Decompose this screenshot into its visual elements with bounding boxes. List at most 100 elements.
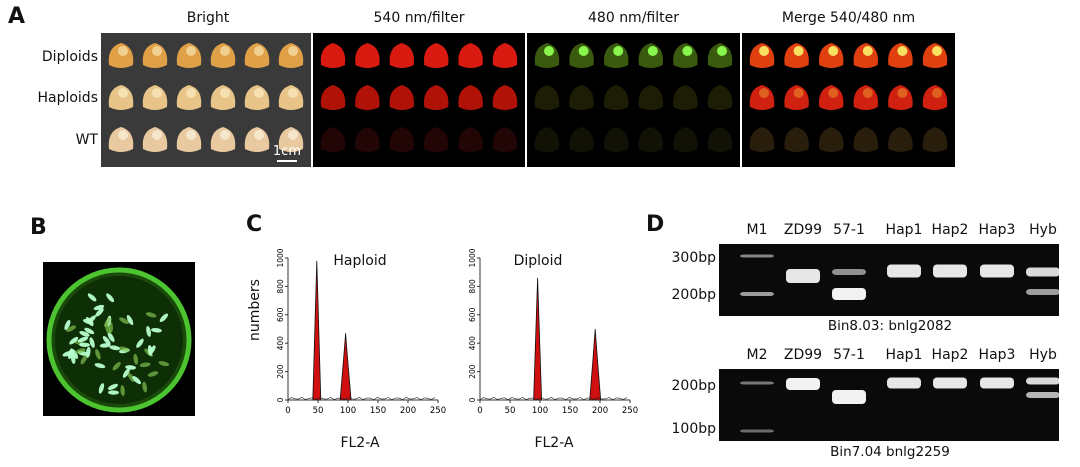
x-tick-label: 150 [562, 406, 578, 416]
panel-a-title-480: 480 nm/filter [588, 10, 679, 26]
seed [136, 338, 144, 348]
gel-band [740, 292, 774, 296]
seed [99, 343, 111, 348]
x-tick-label: 50 [313, 406, 324, 416]
gel-band [1026, 392, 1059, 398]
seed [109, 345, 121, 351]
gel-band [832, 269, 866, 275]
gel-lane-label: Hap3 [978, 347, 1016, 363]
kernel [278, 43, 304, 68]
kernel [355, 127, 380, 152]
histogram-peak [339, 333, 352, 401]
kernel [673, 85, 698, 110]
kernel [458, 127, 483, 152]
y-tick-label: 1000 [276, 248, 285, 267]
seed [151, 327, 162, 333]
kernel [458, 85, 483, 110]
seed [139, 362, 151, 368]
kernel [534, 43, 560, 68]
kernel [458, 43, 483, 68]
chart-title-haploid: Haploid [333, 253, 387, 269]
gel-band [887, 264, 921, 278]
kernel [423, 85, 449, 110]
seed [107, 390, 119, 395]
seed [158, 361, 170, 367]
gel-lane-label: Hyb [1029, 347, 1057, 363]
kernel [244, 43, 270, 68]
gel-lane-label: Hap1 [885, 347, 923, 363]
kernel [603, 43, 629, 68]
kernel [492, 127, 518, 152]
seed [122, 368, 130, 378]
seed [62, 350, 73, 357]
seed [89, 337, 95, 348]
seed [69, 336, 79, 345]
kernel [707, 127, 733, 152]
kernel [784, 127, 809, 152]
kernel [210, 127, 236, 152]
seed [87, 293, 97, 302]
panel-label-b: B [30, 215, 47, 240]
kernel [423, 127, 449, 152]
row-label-diploids: Diploids [41, 49, 98, 65]
kernel [355, 43, 380, 68]
kernel [142, 85, 168, 110]
kernel [749, 127, 775, 152]
seed [104, 317, 111, 327]
kernel [108, 85, 134, 110]
x-tick-label: 50 [505, 406, 516, 416]
kernel [749, 43, 775, 68]
y-tick-label: 600 [276, 307, 285, 322]
seed [125, 365, 137, 370]
gel-lane-label: M2 [746, 347, 768, 363]
seed [64, 319, 71, 331]
kernel [210, 43, 236, 68]
seed [146, 326, 151, 337]
kernel [603, 127, 629, 152]
seed [120, 385, 125, 397]
gel2-caption: Bin7.04 bnlg2259 [830, 444, 950, 460]
gel2-image [719, 369, 1059, 441]
kernel [784, 43, 809, 68]
y-tick-label: 0 [276, 397, 285, 402]
y-tick-label: 400 [276, 336, 285, 351]
kernel [244, 85, 270, 110]
kernel [673, 43, 698, 68]
petri-dish-image [43, 262, 195, 416]
y-tick-label: 800 [276, 279, 285, 294]
x-tick-label: 250 [622, 406, 638, 416]
kernel [389, 85, 415, 110]
x-tick-label: 100 [340, 406, 356, 416]
seed [107, 383, 119, 390]
histogram-peak [533, 277, 543, 401]
seed [119, 317, 129, 325]
gel-lane-label: Hap2 [931, 222, 969, 238]
seed [75, 348, 86, 354]
seed [82, 318, 94, 325]
seed [145, 312, 157, 318]
histogram-baseline [479, 396, 628, 401]
kernel [569, 85, 594, 110]
kernel [922, 85, 948, 110]
seed [93, 304, 105, 311]
gel-lane-label: 57-1 [833, 222, 865, 238]
x-tick-label: 200 [400, 406, 416, 416]
gel-band [786, 269, 820, 283]
y-tick-label: 400 [468, 336, 477, 351]
gel-band [832, 390, 866, 404]
panel-label-d: D [646, 212, 665, 237]
gel-band [980, 264, 1014, 278]
seed [147, 371, 159, 377]
gel-band [1026, 267, 1059, 277]
kernel [108, 43, 134, 68]
row-label-haploids: Haploids [37, 90, 98, 106]
kernel [853, 127, 879, 152]
gel1-marker-200: 200bp [671, 287, 717, 303]
panel-a-title-bright: Bright [186, 10, 230, 26]
seed [106, 293, 115, 303]
kernel [320, 85, 346, 110]
histogram-peak [589, 328, 602, 401]
gel-band [1026, 289, 1059, 295]
seed [102, 336, 111, 345]
